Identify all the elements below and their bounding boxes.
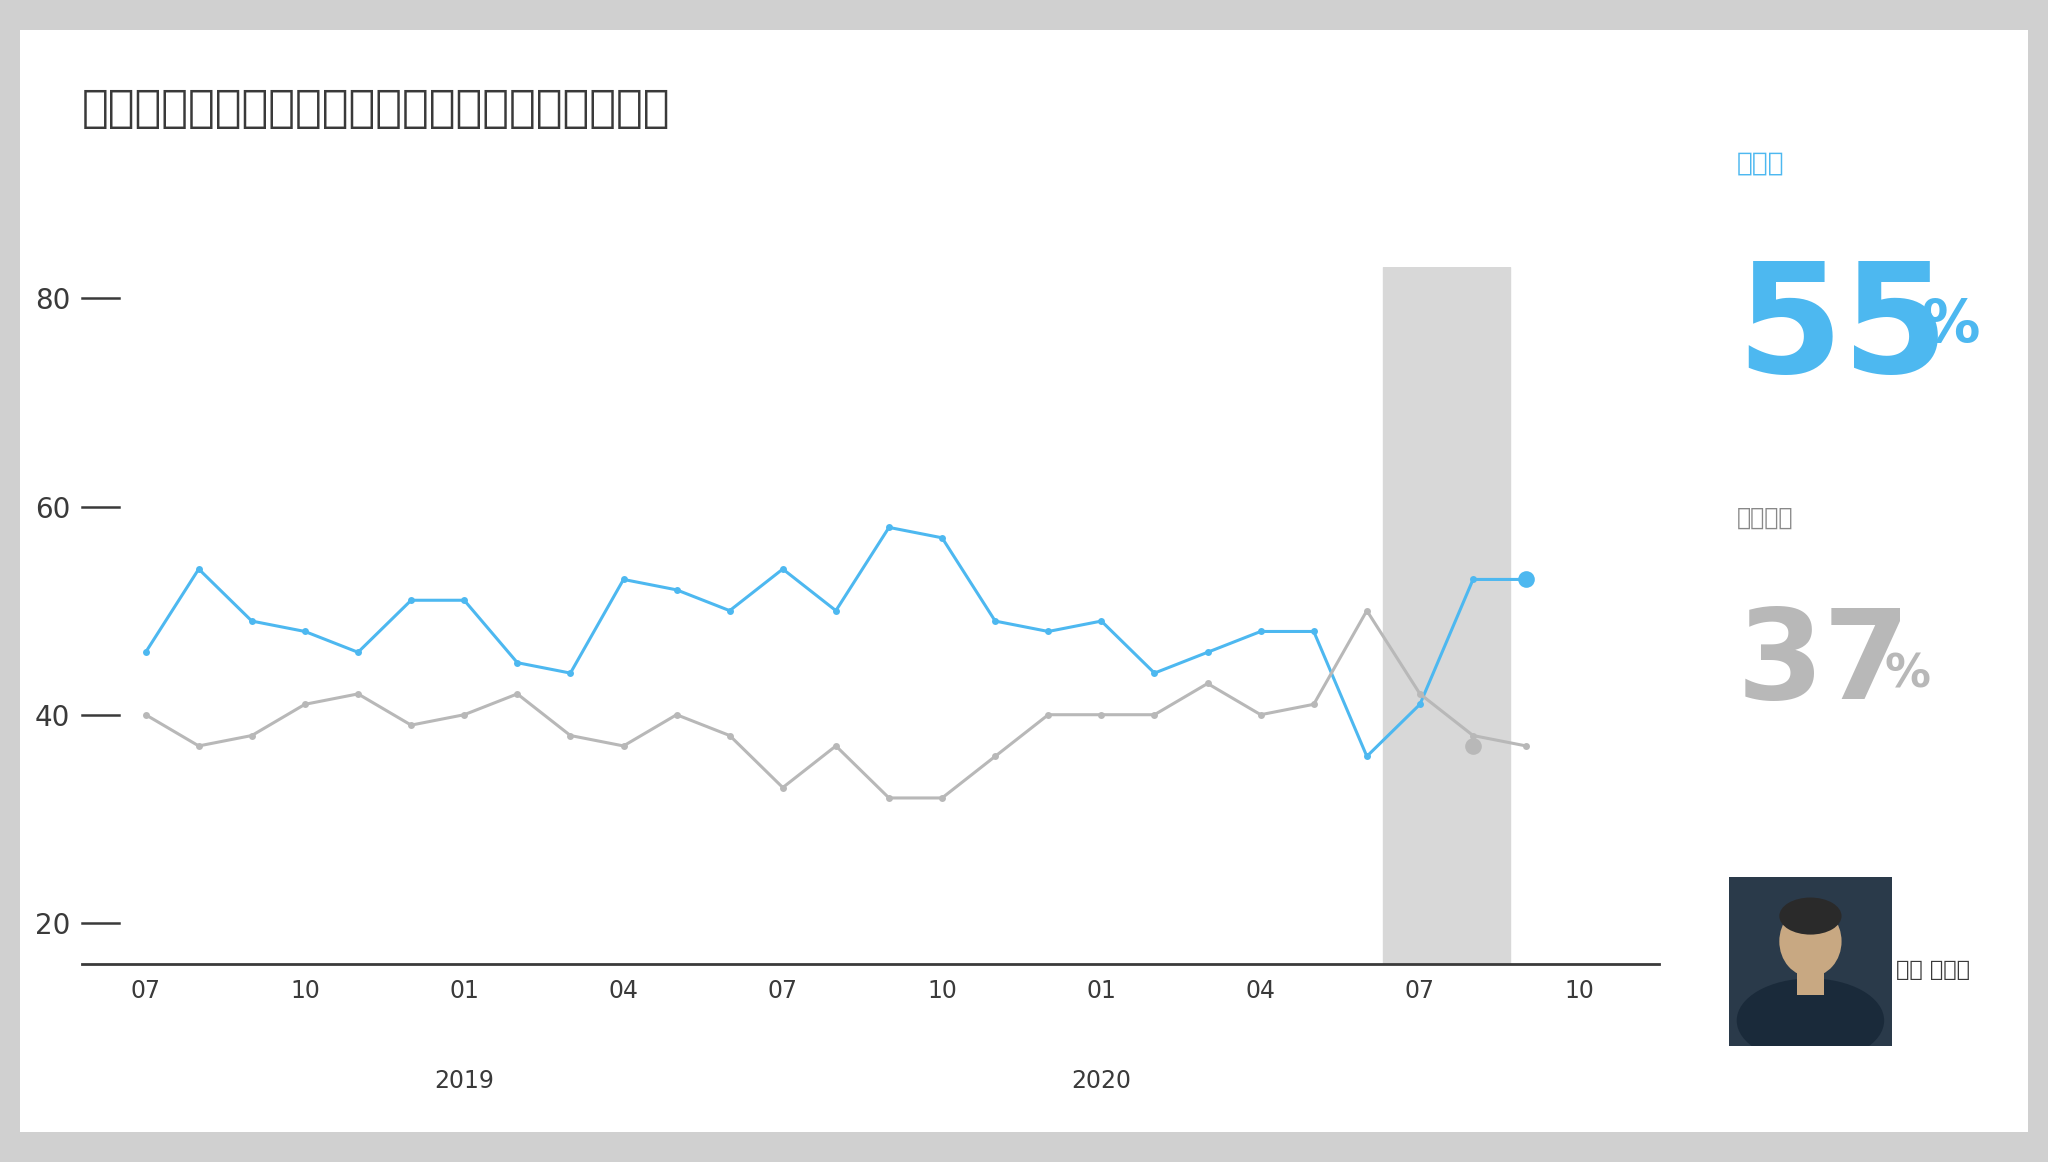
Text: 2020: 2020 (1071, 1069, 1130, 1092)
Ellipse shape (1780, 906, 1841, 977)
Text: あなたは安倍内閣を支持しますか、しませんか。: あなたは安倍内閣を支持しますか、しませんか。 (82, 87, 670, 130)
Text: 安倍内閣: 安倍内閣 (1004, 1042, 1053, 1063)
Text: 支持率: 支持率 (1737, 151, 1784, 177)
Text: 37: 37 (1737, 604, 1911, 725)
Text: 2019: 2019 (434, 1069, 494, 1092)
Text: %: % (1921, 297, 1980, 354)
Text: 安倍 晋三氏: 安倍 晋三氏 (1896, 960, 1970, 981)
Bar (1382, 267, 1509, 964)
Ellipse shape (1780, 897, 1841, 934)
Text: 55: 55 (1737, 256, 1950, 404)
Text: 不支持率: 不支持率 (1737, 505, 1794, 530)
Ellipse shape (1737, 978, 1884, 1062)
Text: %: % (1884, 652, 1929, 697)
Bar (1798, 970, 1823, 995)
